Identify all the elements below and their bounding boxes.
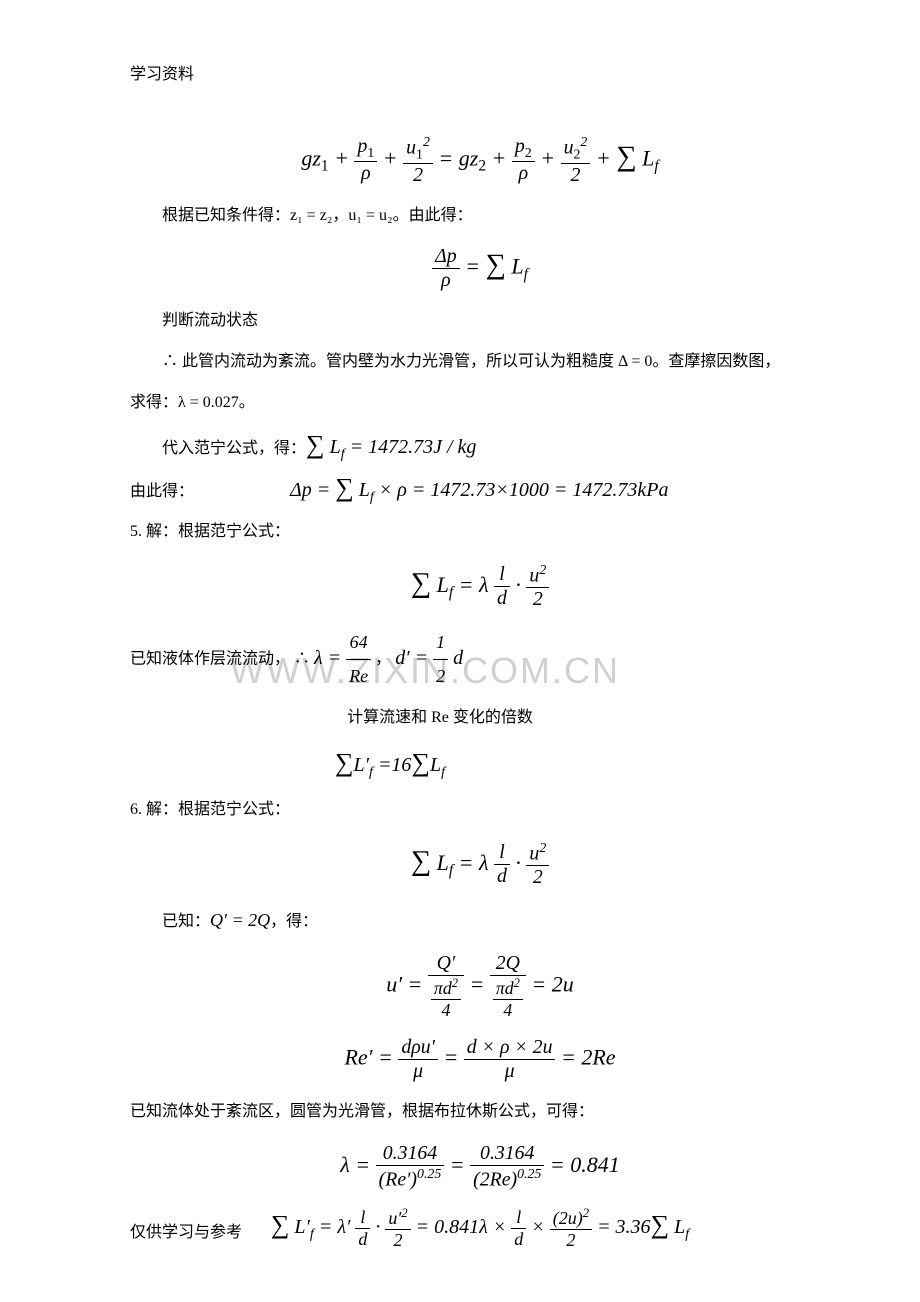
eq-dp-rho: Δpρ = ∑ Lf (130, 245, 830, 292)
eq-lf-16: ∑L′f =16∑Lf (0, 748, 830, 781)
eq3-val: = 1472.73J / kg (345, 436, 477, 458)
eq4-dp: Δp = (290, 479, 335, 501)
para10-q: Q′ = 2Q (210, 910, 270, 930)
page-content: 学习资料 gz1 + p1ρ + u122 = gz2 + p2ρ + u222… (130, 60, 830, 1251)
eq-re-prime: Re′ = dρu′μ = d × ρ × 2uμ = 2Re (130, 1036, 830, 1083)
problem-6: 6. 解：根据范宁公式： (130, 796, 830, 825)
eq-fanning-5: ∑ Lf = λ ld · u22 (130, 562, 830, 612)
para-flow-state: 判断流动状态 (130, 307, 830, 336)
dp-label: 由此得： (130, 477, 290, 501)
para-laminar: 已知液体作层流流动， ∴ λ = 64Re ， d′ = 12 d (130, 626, 830, 692)
para10-pre: 已知： (162, 913, 210, 930)
problem-5: 5. 解：根据范宁公式： (130, 518, 830, 547)
para-velocity-re: 计算流速和 Re 变化的倍数 (50, 704, 830, 733)
para-blasius: 已知流体处于紊流区，圆管为光滑管，根据布拉休斯公式，可得： (130, 1098, 830, 1127)
eq-uprime: u′ = Q′πd24 = 2Qπd24 = 2u (130, 952, 830, 1021)
fanning-eq: ∑ Lf = 1472.73J / kg (306, 430, 476, 463)
eq-lf-final: ∑ L′f = λ′ ld · u′22 = 0.841λ × ld × (2u… (130, 1206, 830, 1251)
fanning-label: 代入范宁公式，得： (130, 434, 306, 458)
eq-lambda-blasius: λ = 0.3164(Re′)0.25 = 0.3164(2Re)0.25 = … (130, 1142, 830, 1192)
eq-fanning-6: ∑ Lf = λ ld · u22 (130, 840, 830, 890)
para7-comma: ， (375, 651, 391, 668)
bernoulli-equation: gz1 + p1ρ + u122 = gz2 + p2ρ + u222 + ∑ … (130, 134, 830, 187)
page-header: 学习资料 (130, 60, 830, 84)
dp-eq: Δp = ∑ Lf × ρ = 1472.73×1000 = 1472.73kP… (290, 473, 668, 506)
para-q-given: 已知：Q′ = 2Q，得： (130, 904, 830, 937)
para-turbulent: ∴ 此管内流动为紊流。管内壁为水力光滑管，所以可认为粗糙度 Δ = 0。查摩擦因… (130, 348, 830, 377)
row-dp-result: 由此得： Δp = ∑ Lf × ρ = 1472.73×1000 = 1472… (130, 473, 830, 506)
row-fanning: 代入范宁公式，得： ∑ Lf = 1472.73J / kg (130, 430, 830, 463)
eq4-rest: × ρ = 1472.73×1000 = 1472.73kPa (374, 479, 669, 501)
para7-pre: 已知液体作层流流动， ∴ (130, 651, 314, 668)
para-conditions: 根据已知条件得：z₁ = z₂，u₁ = u₂。由此得： (130, 202, 830, 231)
para10-post: ，得： (270, 913, 318, 930)
para-lambda: 求得：λ = 0.027。 (130, 389, 830, 418)
